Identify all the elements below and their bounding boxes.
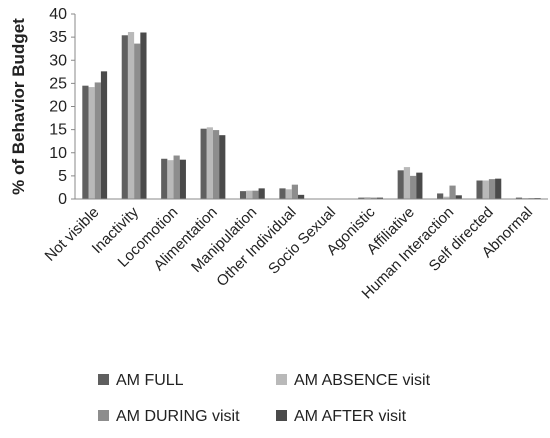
bar [370,197,377,199]
legend-swatch [276,410,287,421]
bar [140,32,147,199]
bar [443,196,450,199]
y-tick-label: 25 [49,75,67,92]
bar [258,188,265,199]
bar [476,180,483,199]
bar [455,195,462,199]
y-tick-label: 5 [58,168,67,185]
y-tick-label: 15 [49,122,67,139]
bar [246,190,253,199]
y-tick-label: 10 [49,145,67,162]
bar [179,159,186,199]
bar [416,172,423,199]
bar [437,193,444,199]
bar [449,185,456,199]
bar [297,194,305,199]
bar [134,43,141,199]
bar [403,167,411,199]
bar [121,35,128,200]
bar [376,197,384,199]
bar [279,188,286,199]
x-tick-label: Not visible [42,204,103,265]
legend-swatch [98,410,109,421]
y-tick-label: 20 [49,99,67,116]
legend-label: AM AFTER visit [294,408,407,425]
x-axis-tick-labels: Not visibleInactivityLocomotionAlimentat… [42,203,537,302]
legend: AM FULL AM ABSENCE visit AM DURING visit AM… [98,372,431,425]
bar [127,32,135,199]
bar [482,180,489,199]
bar [397,170,404,199]
bar [206,127,213,199]
bars [82,32,541,200]
bar [285,189,292,199]
legend-label: AM FULL [116,372,184,389]
y-tick-label: 0 [58,191,67,208]
bar [239,191,247,199]
bar [364,197,371,199]
bar [161,158,168,199]
y-axis-ticks: 0 5 10 15 20 25 30 35 40 [49,6,75,208]
y-tick-label: 40 [49,6,67,23]
bar [88,87,95,199]
bar [410,175,417,199]
bar [200,128,207,199]
bar [252,190,259,199]
y-tick-label: 35 [49,29,67,46]
bar [358,197,365,199]
bar [291,184,298,199]
legend-label: AM DURING visit [116,408,240,425]
bar [173,155,180,199]
bar [212,130,220,199]
legend-swatch [98,374,109,385]
legend-label: AM ABSENCE visit [294,372,431,389]
bar [219,135,226,199]
bar [167,160,174,199]
bar [495,178,502,199]
y-axis-label: % of Behavior Budget [9,18,28,195]
bar [100,71,108,199]
bar [94,82,101,199]
bar [488,179,496,199]
bar [82,85,89,199]
y-tick-label: 30 [49,52,67,69]
legend-swatch [276,374,287,385]
bar [515,197,523,199]
